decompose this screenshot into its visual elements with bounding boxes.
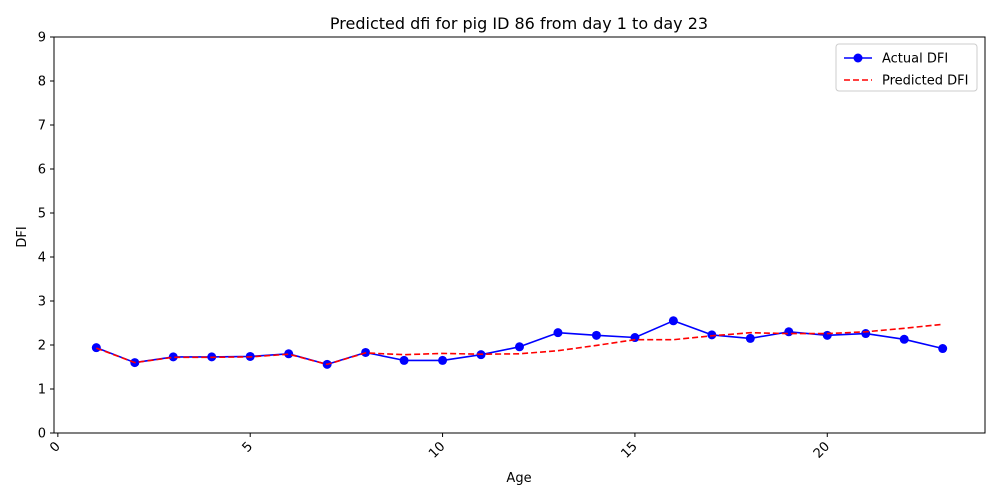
series-0-point-19 [822, 330, 832, 340]
y-tick-label-3: 3 [38, 295, 46, 310]
x-tick-label-4: 20 [811, 439, 833, 461]
series-0-point-5 [284, 349, 294, 359]
series-0-point-13 [591, 330, 601, 340]
plot-area: 0 1 2 3 4 5 6 7 8 9 0 5 10 15 20 [38, 31, 986, 462]
legend-label-1: Predicted DFI [882, 74, 968, 89]
y-tick-label-8: 8 [38, 75, 46, 90]
legend-marker-0 [853, 53, 863, 63]
series-0-point-17 [745, 333, 755, 343]
series-0-point-16 [707, 330, 717, 340]
y-axis-title: DFI [15, 226, 30, 247]
series-0-point-21 [899, 334, 909, 344]
series-0-point-12 [553, 328, 563, 338]
series-0-point-11 [515, 342, 524, 352]
x-axis-title: Age [506, 471, 531, 486]
x-tick-label-0: 0 [47, 439, 63, 455]
y-tick-label-6: 6 [38, 163, 46, 178]
y-tick-label-9: 9 [38, 31, 46, 46]
legend-label-0: Actual DFI [882, 52, 948, 67]
series-0-point-2 [168, 352, 178, 362]
series-0-point-9 [438, 355, 448, 365]
y-tick-label-2: 2 [38, 339, 46, 354]
series-line-1 [96, 323, 943, 366]
x-tick-label-1: 5 [240, 439, 256, 455]
y-tick-label-7: 7 [38, 119, 46, 134]
series-0-point-22 [938, 344, 948, 354]
y-tick-label-4: 4 [38, 251, 46, 266]
plot-frame [53, 36, 986, 434]
x-tick-label-3: 15 [618, 439, 640, 461]
series-0-point-15 [668, 316, 678, 326]
series-0-point-18 [784, 327, 794, 337]
series-0-point-20 [861, 329, 871, 339]
y-tick-label-1: 1 [38, 383, 46, 398]
legend: Actual DFI Predicted DFI [835, 43, 978, 92]
series-0-point-0 [91, 343, 101, 353]
x-tick-label-2: 10 [426, 439, 448, 461]
y-tick-label-0: 0 [38, 427, 46, 442]
series-0-point-8 [399, 355, 409, 365]
y-tick-label-5: 5 [38, 207, 46, 222]
chart-title: Predicted dfi for pig ID 86 from day 1 t… [330, 14, 708, 33]
